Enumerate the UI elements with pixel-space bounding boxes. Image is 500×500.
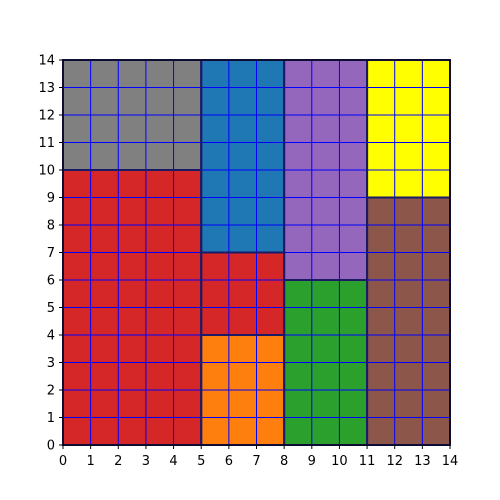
y-tick-label: 14 — [38, 54, 55, 69]
x-tick-label: 8 — [280, 454, 288, 469]
y-tick-label: 1 — [47, 411, 55, 426]
x-tick-label: 9 — [308, 454, 316, 469]
y-tick-label: 12 — [38, 109, 55, 124]
region-red — [201, 252, 285, 335]
x-tick-label: 0 — [59, 454, 67, 469]
x-tick-label: 3 — [142, 454, 150, 469]
y-tick-label: 0 — [47, 439, 55, 454]
y-tick-label: 5 — [47, 301, 55, 316]
x-tick-label: 11 — [359, 454, 376, 469]
y-tick-label: 9 — [47, 191, 55, 206]
x-axis-ticks: 0 1 2 3 4 5 6 7 8 9 10 11 12 13 14 — [59, 445, 458, 469]
x-tick-label: 1 — [87, 454, 95, 469]
y-tick-label: 11 — [38, 136, 55, 151]
y-tick-label: 13 — [38, 81, 55, 96]
x-tick-label: 5 — [197, 454, 205, 469]
region-brown — [367, 197, 450, 445]
x-tick-label: 13 — [414, 454, 431, 469]
region-blue — [201, 60, 285, 253]
region-yellow — [367, 60, 450, 198]
x-tick-label: 10 — [331, 454, 348, 469]
y-tick-label: 8 — [47, 219, 55, 234]
x-tick-label: 2 — [114, 454, 122, 469]
x-tick-label: 6 — [225, 454, 233, 469]
y-tick-label: 3 — [47, 356, 55, 371]
y-tick-label: 10 — [38, 164, 55, 179]
y-tick-label: 6 — [47, 274, 55, 289]
x-tick-label: 7 — [252, 454, 260, 469]
y-tick-label: 7 — [47, 246, 55, 261]
x-tick-label: 14 — [442, 454, 459, 469]
x-tick-label: 4 — [169, 454, 177, 469]
y-tick-label: 4 — [47, 329, 55, 344]
x-tick-label: 12 — [386, 454, 403, 469]
y-tick-label: 2 — [47, 384, 55, 399]
